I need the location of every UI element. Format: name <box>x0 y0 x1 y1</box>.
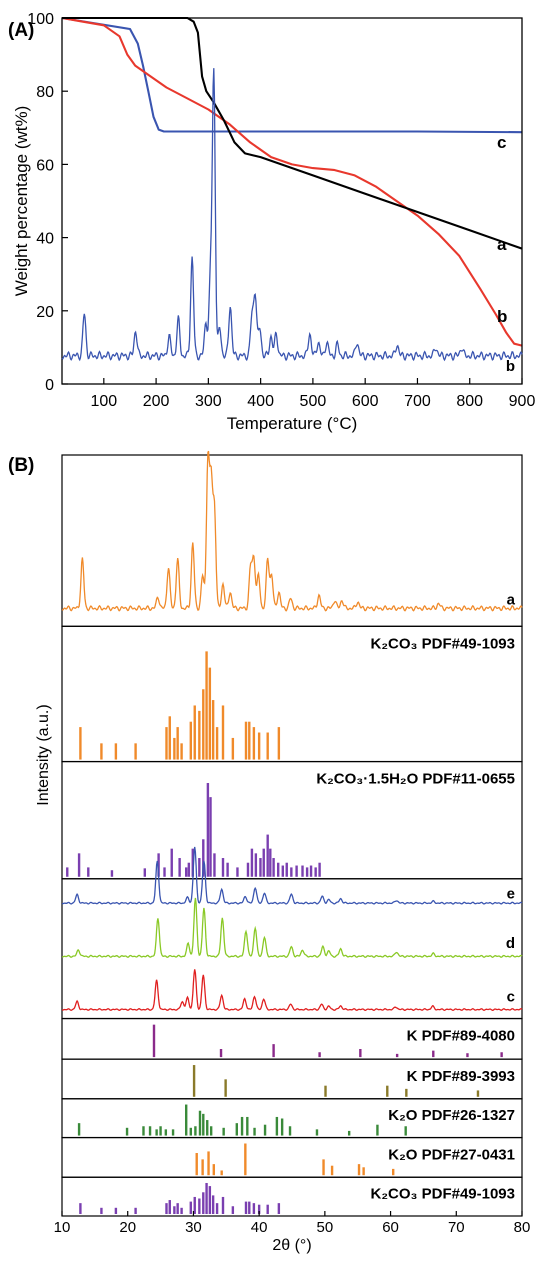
tga-x-tick-label: 500 <box>300 393 327 410</box>
xrd-x-axis-label: 2θ (°) <box>272 1237 311 1254</box>
tga-series-label-c: c <box>497 133 506 152</box>
tga-x-tick-label: 600 <box>352 393 379 410</box>
tga-x-tick-label: 300 <box>195 393 222 410</box>
xrd-ref-label: K PDF#89-3993 <box>407 1068 515 1085</box>
xrd-y-axis-label: Intensity (a.u.) <box>35 704 52 805</box>
xrd-pattern-label-a: a <box>507 592 516 609</box>
xrd-ref-label: K₂CO₃ PDF#49-1093 <box>371 635 516 652</box>
xrd-x-tick-label: 80 <box>514 1219 531 1236</box>
tga-series-label-b: b <box>497 307 507 326</box>
tga-y-axis-label: Weight percentage (wt%) <box>12 106 31 297</box>
xrd-ref-label: K PDF#89-4080 <box>407 1028 515 1045</box>
tga-y-tick-label: 0 <box>45 377 54 394</box>
tga-x-axis-label: Temperature (°C) <box>227 414 358 433</box>
tga-x-tick-label: 100 <box>90 393 117 410</box>
panel-b: (B) b a K₂CO₃ PDF#49-1093 K₂CO₃·1.5H₂O PDF#… <box>8 68 530 1254</box>
xrd-plot: b a K₂CO₃ PDF#49-1093 K₂CO₃·1.5H₂O PDF#11-0… <box>54 68 531 1236</box>
xrd-pattern-c <box>61 969 523 1012</box>
xrd-pattern-label-b: b <box>506 358 515 375</box>
xrd-x-tick-label: 70 <box>448 1219 465 1236</box>
tga-y-tick-label: 100 <box>27 11 54 28</box>
xrd-pattern-label-c: c <box>507 988 515 1005</box>
tga-plot: 100 200 300 400 500 600 700 800 900 0 20 40 60 80 100 a… <box>27 11 535 410</box>
panel-a: (A) 100 200 300 400 500 600 700 800 900 0 20 40 60 80… <box>8 11 535 433</box>
tga-y-tick-label: 60 <box>36 157 54 174</box>
xrd-pattern-a <box>61 450 523 612</box>
xrd-ref-label: K₂O PDF#26-1327 <box>388 1107 515 1124</box>
xrd-pattern-b <box>61 68 523 362</box>
xrd-x-tick-label: 40 <box>251 1219 268 1236</box>
tga-x-tick-label: 900 <box>509 393 536 410</box>
xrd-ref-label: K₂CO₃·1.5H₂O PDF#11-0655 <box>316 771 515 788</box>
tga-y-tick-label: 20 <box>36 304 54 321</box>
xrd-pattern-e <box>61 846 523 905</box>
xrd-ref-label: K₂O PDF#27-0431 <box>388 1146 515 1163</box>
tga-series-b <box>61 16 523 347</box>
xrd-x-tick-label: 20 <box>119 1219 136 1236</box>
xrd-x-tick-label: 30 <box>185 1219 202 1236</box>
xrd-pattern-label-e: e <box>507 886 515 903</box>
xrd-pattern-label-d: d <box>506 935 515 952</box>
tga-y-tick-label: 80 <box>36 84 54 101</box>
panel-a-label: (A) <box>8 20 34 41</box>
tga-series-label-a: a <box>497 235 507 254</box>
tga-series-a <box>62 16 523 250</box>
panel-b-label: (B) <box>8 455 34 476</box>
tga-y-tick-label: 40 <box>36 231 54 248</box>
xrd-x-tick-label: 50 <box>317 1219 334 1236</box>
xrd-ref-label: K₂CO₃ PDF#49-1093 <box>371 1186 516 1203</box>
tga-series-c <box>61 16 523 134</box>
xrd-box <box>61 1176 523 1217</box>
tga-x-tick-label: 200 <box>143 393 170 410</box>
tga-plot-frame <box>61 17 523 385</box>
xrd-x-tick-label: 60 <box>382 1219 399 1236</box>
tga-x-tick-label: 400 <box>247 393 274 410</box>
xrd-pattern-d <box>61 897 523 959</box>
xrd-x-tick-label: 10 <box>54 1219 71 1236</box>
tga-x-tick-label: 700 <box>404 393 431 410</box>
tga-x-tick-label: 800 <box>456 393 483 410</box>
